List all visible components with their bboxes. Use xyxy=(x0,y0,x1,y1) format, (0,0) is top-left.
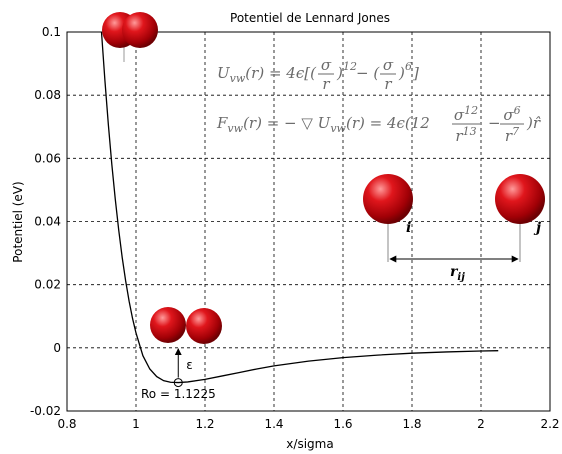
x-tick-label: 1 xyxy=(132,417,140,431)
atom-j-label: j xyxy=(533,220,541,236)
equation-force: Fvw(r) = − ▽ Uvw(r) = 4ϵ(12 σ12 r13 − σ6… xyxy=(216,104,541,145)
x-tick-label: 1.6 xyxy=(333,417,352,431)
equation-potential: Uvw(r) = 4ϵ[( σ r ) 12 − ( σ r ) 6 ] xyxy=(217,56,419,93)
svg-text:r: r xyxy=(384,75,392,93)
x-tick-label: 1.4 xyxy=(264,417,283,431)
y-axis-ticks: -0.02 0 0.02 0.04 0.06 0.08 0.1 xyxy=(30,25,61,418)
epsilon-label: ε xyxy=(186,358,193,372)
svg-text:)r̂: )r̂ xyxy=(526,114,541,132)
y-tick-label: 0 xyxy=(53,341,61,355)
y-tick-label: 0.02 xyxy=(34,278,61,292)
x-tick-label: 0.8 xyxy=(57,417,76,431)
y-tick-label: 0.06 xyxy=(34,151,61,165)
distance-label: rij xyxy=(450,264,465,283)
x-tick-label: 1.2 xyxy=(195,417,214,431)
svg-text:6: 6 xyxy=(405,60,412,73)
y-tick-label: 0.1 xyxy=(42,25,61,39)
atoms-separated: i j rij xyxy=(363,174,545,283)
minimum-marker xyxy=(173,378,183,388)
atoms-compressed xyxy=(102,12,158,62)
x-tick-label: 1.8 xyxy=(402,417,421,431)
svg-text:σ: σ xyxy=(321,56,332,74)
x-axis-title: x/sigma xyxy=(286,437,333,451)
svg-text:]: ] xyxy=(412,64,419,82)
svg-text:): ) xyxy=(336,64,343,82)
x-tick-label: 2.2 xyxy=(540,417,559,431)
atom-i-label: i xyxy=(406,220,411,236)
x-tick-label: 2 xyxy=(477,417,485,431)
svg-text:r13: r13 xyxy=(455,125,476,145)
chart-title: Potentiel de Lennard Jones xyxy=(230,11,390,25)
svg-text:−: − xyxy=(488,114,501,132)
ro-label: Ro = 1.1225 xyxy=(141,387,216,401)
y-axis-title: Potentiel (eV) xyxy=(11,181,25,262)
svg-text:): ) xyxy=(398,64,405,82)
svg-text:− (: − ( xyxy=(356,64,380,82)
svg-text:σ6: σ6 xyxy=(503,104,520,124)
svg-text:σ12: σ12 xyxy=(454,104,478,124)
svg-text:Fvw(r) = − ▽ Uvw(r) = 4ϵ(12: Fvw(r) = − ▽ Uvw(r) = 4ϵ(12 xyxy=(216,114,430,135)
svg-text:r: r xyxy=(322,75,330,93)
potential-curve xyxy=(100,31,499,384)
svg-text:r7: r7 xyxy=(505,125,519,145)
x-axis-ticks: 0.8 1 1.2 1.4 1.6 1.8 2 2.2 xyxy=(57,417,559,431)
y-tick-label: 0.08 xyxy=(34,88,61,102)
svg-text:Uvw(r) = 4ϵ[(: Uvw(r) = 4ϵ[( xyxy=(217,64,317,85)
y-tick-label: 0.04 xyxy=(34,215,61,229)
svg-text:σ: σ xyxy=(383,56,394,74)
grid-lines xyxy=(67,32,550,411)
y-tick-label: -0.02 xyxy=(30,404,61,418)
atoms-equilibrium xyxy=(150,307,222,344)
svg-text:12: 12 xyxy=(343,60,357,73)
